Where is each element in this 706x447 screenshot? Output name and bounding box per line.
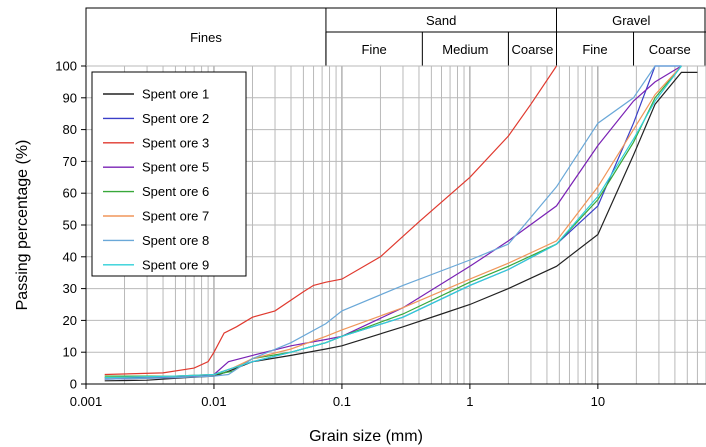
legend-box xyxy=(91,71,247,277)
x-tick-label: 0.1 xyxy=(333,394,351,409)
y-tick-label: 50 xyxy=(63,218,77,233)
x-tick-label: 1 xyxy=(466,394,473,409)
header-bottom-label: Fine xyxy=(361,42,386,57)
series-line xyxy=(104,65,682,377)
data-series xyxy=(104,65,698,382)
header-top-label: Sand xyxy=(426,13,456,28)
series-line xyxy=(104,65,682,380)
legend-item: Spent ore 8 xyxy=(103,233,209,248)
y-tick-label: 40 xyxy=(63,249,77,264)
axes: 0 10 20 30 40 50 60 70 80 90 100 0.001 0.01 0.1 1 10 xyxy=(55,59,706,409)
legend-label: Spent ore 8 xyxy=(142,233,209,248)
y-tick-label: 70 xyxy=(63,154,77,169)
y-axis-title: Passing percentage (%) xyxy=(14,140,31,311)
header-bottom-label: Fine xyxy=(582,42,607,57)
x-tick-label: 0.01 xyxy=(201,394,226,409)
legend-label: Spent ore 2 xyxy=(142,111,209,126)
y-tick-label: 60 xyxy=(63,186,77,201)
header-bottom-label: Coarse xyxy=(511,42,553,57)
x-tick-label: 10 xyxy=(591,394,605,409)
y-tick-label: 20 xyxy=(63,313,77,328)
header-bottom-label: Coarse xyxy=(649,42,691,57)
legend-label: Spent ore 7 xyxy=(142,209,209,224)
series-line xyxy=(104,65,557,376)
legend-item: Spent ore 9 xyxy=(103,257,209,272)
series-line xyxy=(104,65,682,379)
legend-label: Spent ore 9 xyxy=(142,257,209,272)
y-tick-label: 80 xyxy=(63,122,77,137)
y-tick-label: 100 xyxy=(55,59,77,74)
y-tick-label: 10 xyxy=(63,345,77,360)
x-tick-label: 0.001 xyxy=(70,394,103,409)
legend-label: Spent ore 6 xyxy=(142,184,209,199)
legend-item: Spent ore 2 xyxy=(103,111,209,126)
x-axis-title: Grain size (mm) xyxy=(309,428,423,445)
y-tick-label: 0 xyxy=(70,377,77,392)
legend-item: Spent ore 6 xyxy=(103,184,209,199)
legend-item: Spent ore 3 xyxy=(103,135,209,150)
classification-header: Sand Gravel Fines Fine Medium Coarse Fine Coars… xyxy=(85,7,706,67)
legend-item: Spent ore 5 xyxy=(103,160,209,175)
legend-item: Spent ore 1 xyxy=(103,87,209,102)
y-tick-label: 30 xyxy=(63,281,77,296)
legend-label: Spent ore 5 xyxy=(142,160,209,175)
legend-label: Spent ore 3 xyxy=(142,135,209,150)
header-bottom-label: Fines xyxy=(190,30,222,45)
header-bottom-label: Medium xyxy=(442,42,488,57)
legend: Spent ore 1 Spent ore 2 Spent ore 3 Spent o… xyxy=(91,71,247,277)
header-top-label: Gravel xyxy=(612,13,650,28)
legend-item: Spent ore 7 xyxy=(103,209,209,224)
series-line xyxy=(104,65,682,380)
legend-label: Spent ore 1 xyxy=(142,87,209,102)
y-tick-label: 90 xyxy=(63,90,77,105)
